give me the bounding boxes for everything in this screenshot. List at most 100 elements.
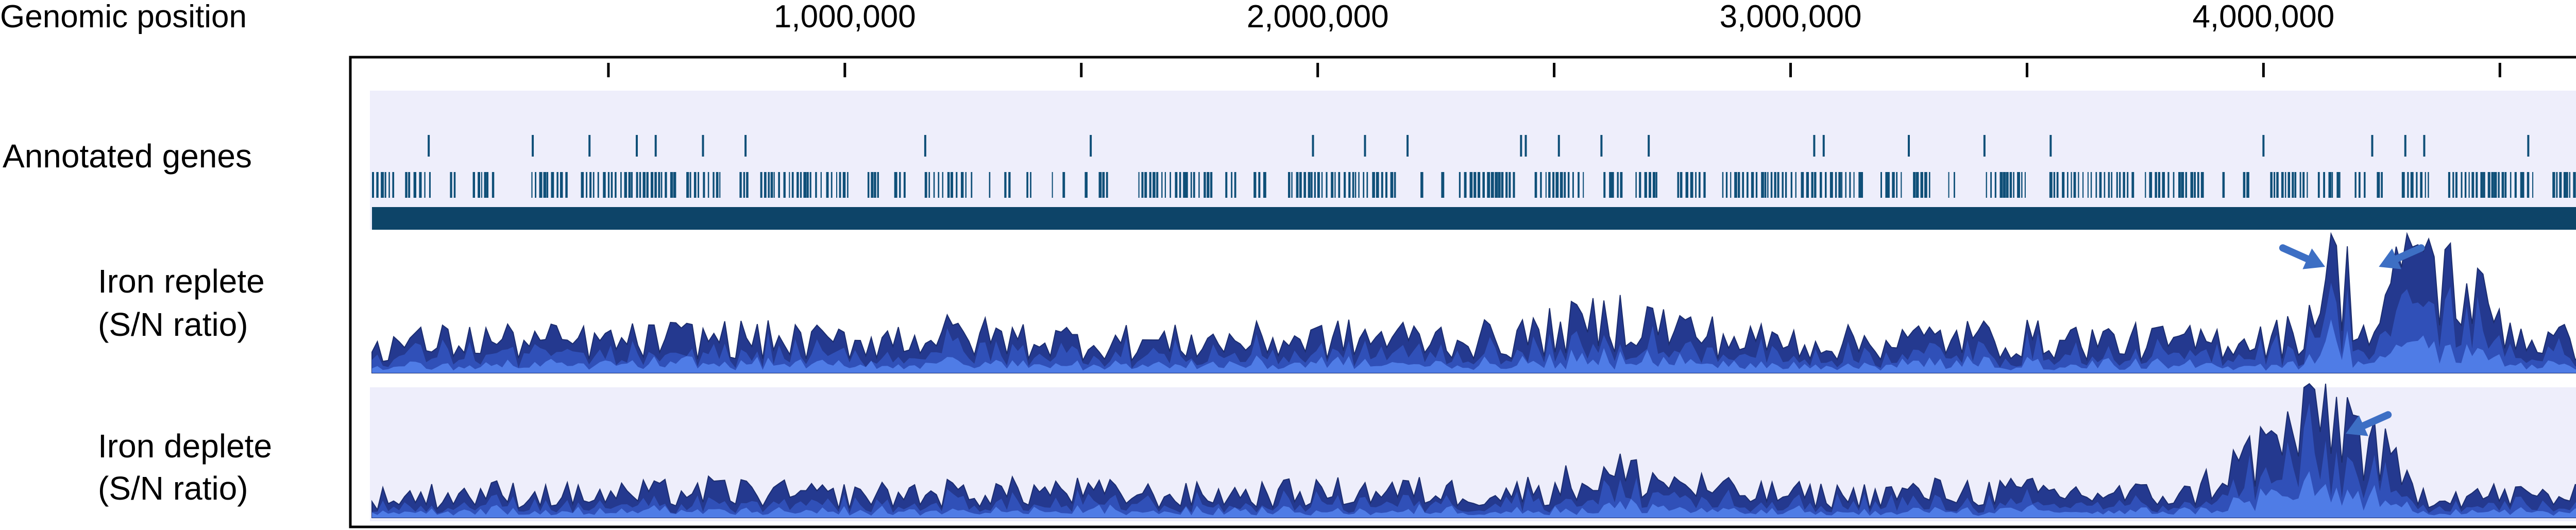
gene-stripe <box>2053 172 2056 198</box>
gene-stripe <box>620 172 622 198</box>
track-label-deplete: Iron deplete (S/N ratio) <box>98 428 272 507</box>
annotation-arrow-head <box>2346 415 2368 436</box>
gene-stripe <box>1901 172 1902 198</box>
gene-stripe <box>1156 172 1159 198</box>
gene-stripe <box>2155 172 2157 198</box>
gene-stripe <box>1477 172 1481 198</box>
gene-stripe <box>1572 172 1574 198</box>
gene-stripe <box>611 172 613 198</box>
gene-stripe <box>1838 172 1841 198</box>
gene-stripe <box>2021 172 2023 198</box>
gene-stripe <box>1677 172 1680 198</box>
gene-stripe <box>565 172 568 198</box>
gene-stripe <box>1609 172 1613 198</box>
gene-stripe <box>2328 172 2332 198</box>
gene-barcode <box>372 172 2576 198</box>
gene-stripe <box>450 172 452 198</box>
gene-stripe <box>2498 172 2500 198</box>
gene-stripe <box>2071 172 2072 198</box>
gene-stripe <box>1578 172 1580 198</box>
gene-stripe <box>2566 172 2568 198</box>
gene-stripe <box>1920 172 1923 198</box>
gene-stripe <box>2284 172 2286 198</box>
gene-stripe <box>560 172 563 198</box>
gene-stripe <box>768 172 770 198</box>
gene-stripe <box>607 172 610 198</box>
gene-stripe <box>1385 172 1387 198</box>
gene-stripe <box>2222 172 2225 198</box>
replete-area-light <box>372 319 2576 373</box>
gene-stripe <box>924 172 927 198</box>
gene-stripe <box>1849 172 1851 198</box>
gene-stripe <box>1253 172 1257 198</box>
gene-stripe <box>2062 172 2065 198</box>
gene-stripe <box>2274 172 2276 198</box>
gene-stripe <box>1782 172 1784 198</box>
gene-stripe <box>2104 172 2106 198</box>
gene-stripe <box>1052 172 1053 198</box>
gene-stripe <box>938 172 940 198</box>
gene-stripe <box>1858 172 1862 198</box>
gene-stripe <box>673 172 676 198</box>
gene-stripe <box>372 172 375 198</box>
gene-stripe <box>2158 172 2161 198</box>
gene-stripe <box>1861 172 1863 198</box>
gene-stripe <box>2480 172 2483 198</box>
gene-stripe <box>2377 172 2380 198</box>
gene-stripe <box>2552 172 2555 198</box>
gene-stripe <box>381 172 384 198</box>
gene-stripe <box>2401 172 2405 198</box>
gene-stripe <box>2099 172 2102 198</box>
gene-stripe <box>2173 172 2175 198</box>
gene-stripe <box>1916 172 1919 198</box>
gene-stripe <box>413 172 417 198</box>
gene-stripe <box>1583 172 1584 198</box>
gene-stripe <box>2116 172 2118 198</box>
gene-stripe <box>2270 172 2273 198</box>
gene-stripe <box>789 172 790 198</box>
gene-stripe <box>1170 172 1171 198</box>
gene-stripe <box>956 172 958 198</box>
gene-stripe <box>796 172 799 198</box>
gene-stripe <box>1344 172 1346 198</box>
gene-stripe <box>874 172 876 198</box>
gene-stripe <box>1845 172 1846 198</box>
gene-stripe <box>1183 172 1186 198</box>
gene-stripe <box>453 172 456 198</box>
gene-stripe <box>392 172 395 198</box>
gene-stripe <box>713 172 715 198</box>
gene-stripe <box>1635 172 1637 198</box>
gene-stripe <box>800 172 802 198</box>
gene-density-bar <box>372 207 2576 230</box>
gene-stripe <box>2243 172 2246 198</box>
gene-stripe <box>1308 172 1311 198</box>
gene-stripe <box>2381 172 2383 198</box>
gene-stripe <box>478 172 481 198</box>
gene-stripe <box>1317 172 1320 198</box>
gene-stripe <box>1144 172 1147 198</box>
gene-stripe <box>1141 172 1144 198</box>
axis-tick-marks <box>607 63 2501 77</box>
gene-stripe <box>1567 172 1570 198</box>
gene-stripe <box>2003 172 2006 198</box>
gene-stripe <box>1204 172 1206 198</box>
gene-stripe <box>1825 172 1827 198</box>
gene-stripe <box>1801 172 1804 198</box>
gene-stripe <box>1617 172 1619 198</box>
gene-stripe <box>1498 172 1501 198</box>
gene-stripe <box>950 172 954 198</box>
gene-stripe <box>2090 172 2092 198</box>
gene-stripe <box>1263 172 1266 198</box>
gene-stripe <box>2471 172 2475 198</box>
gene-stripe <box>2185 172 2188 198</box>
gene-stripe <box>1138 172 1140 198</box>
gene-stripe <box>2331 172 2333 198</box>
gene-stripe <box>1725 172 1728 198</box>
gene-stripe <box>2527 172 2530 198</box>
gene-stripe <box>1552 172 1555 198</box>
gene-stripe <box>1924 172 1927 198</box>
gene-stripe <box>2181 172 2184 198</box>
gene-stripe <box>770 172 773 198</box>
gene-stripe <box>1106 172 1108 198</box>
gene-stripe <box>2468 172 2470 198</box>
